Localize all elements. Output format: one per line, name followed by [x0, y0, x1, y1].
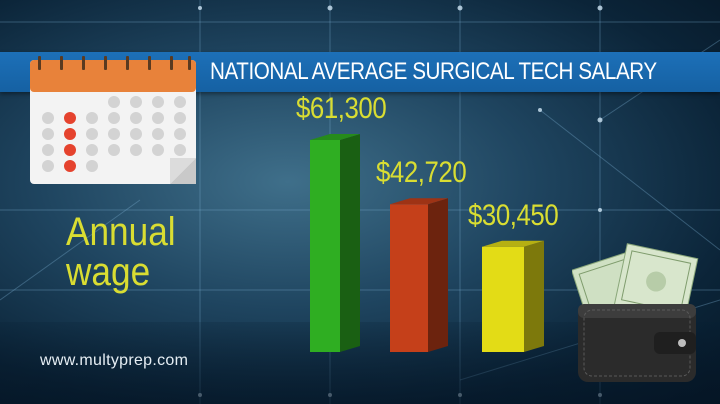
bar-value-label-2: $42,720 [376, 156, 467, 190]
calendar-icon [30, 56, 196, 184]
bar-value-label-3: $30,450 [468, 198, 559, 232]
website-footer: www.multyprep.com [40, 352, 189, 369]
wallet-icon [572, 243, 699, 382]
annual-wage-line2: wage [66, 250, 151, 294]
annual-wage-label: Annual wage [66, 210, 176, 294]
bar-value-label-1: $61,300 [296, 92, 387, 125]
bar-1 [310, 134, 360, 352]
bar-3 [482, 240, 544, 352]
chart-title: NATIONAL AVERAGE SURGICAL TECH SALARY [210, 58, 657, 85]
bar-2 [390, 198, 448, 352]
annual-wage-line1: Annual [66, 210, 176, 254]
